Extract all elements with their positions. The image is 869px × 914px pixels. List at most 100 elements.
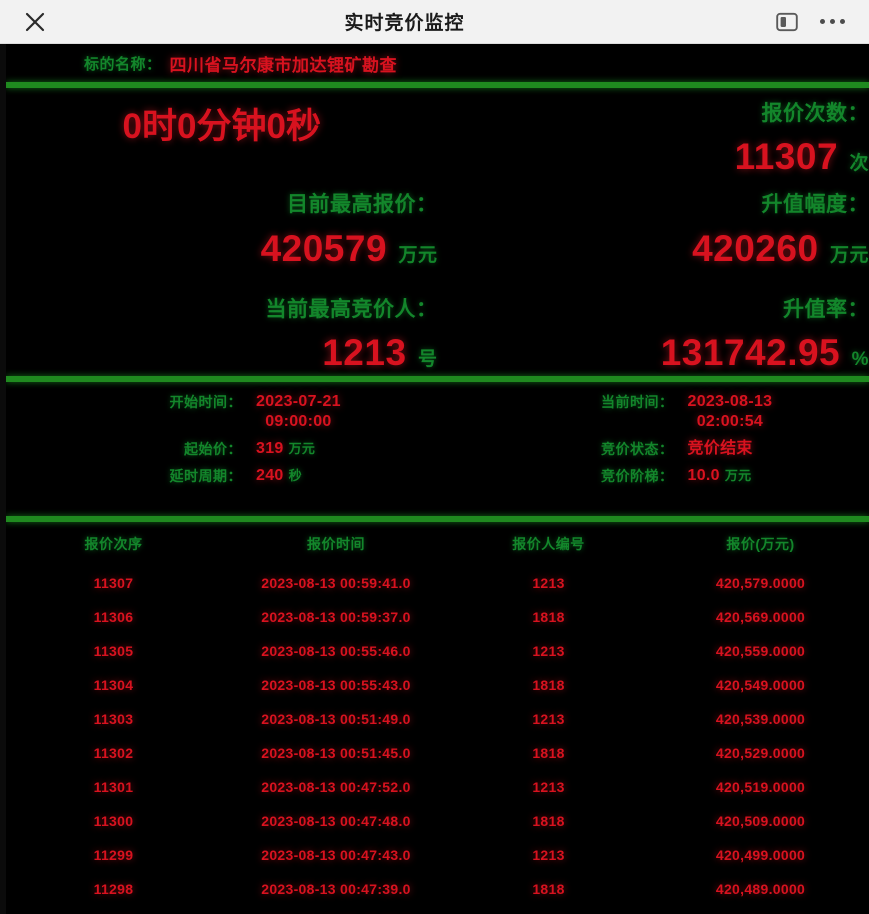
start-price-label: 起始价： [184,441,242,457]
kpi-column-left: 0时0分钟0秒 目前最高报价： 420579 万元 当前最高竞价人： 1213 … [6,88,438,376]
start-price-value: 319 [256,440,284,457]
dot [830,19,835,24]
multi-window-icon[interactable] [776,12,798,32]
divider-bottom [6,516,869,522]
highest-bid-value: 420579 [260,228,388,269]
highest-bidder-unit: 号 [417,349,438,370]
bid-time: 2023-08-13 00:47:48.0 [261,813,411,829]
current-time-clock: 02:00:54 [696,413,764,430]
bidder-id: 1213 [532,643,565,659]
highest-bidder-value: 1213 [322,332,407,373]
delay-cycle-value: 240 [256,467,284,484]
table-row[interactable]: 11305 2023-08-13 00:55:46.0 1213 420,559.00… [6,634,869,668]
bid-step-label: 竞价阶梯： [601,468,674,484]
divider-middle [6,376,869,382]
table-row[interactable]: 11304 2023-08-13 00:55:43.0 1818 420,549.00… [6,668,869,702]
delay-cycle-unit: 秒 [288,468,302,483]
current-time-label: 当前时间： [601,394,674,410]
bid-sequence: 11303 [93,711,134,727]
start-price-row: 起始价： 319 万元 [6,439,438,459]
highest-bidder-value-row: 1213 号 [6,332,460,374]
info-panel: 开始时间： 2023-07-21 09:00:00 起始价： 319 万元 延时周… [6,382,869,516]
highest-bid-unit: 万元 [398,245,438,266]
bid-count-value-row: 11307 次 [438,136,869,178]
bid-step-unit: 万元 [724,468,752,483]
bid-sequence: 11300 [93,813,134,829]
increase-value-row: 420260 万元 [438,228,869,270]
countdown-timer: 0时0分钟0秒 [122,107,321,146]
increase-rate-label: 升值率： [783,298,869,321]
bidder-id: 1818 [532,813,565,829]
bid-time: 2023-08-13 00:55:43.0 [261,677,411,693]
increase-label-row: 升值幅度： [438,188,869,218]
table-row[interactable]: 11303 2023-08-13 00:51:49.0 1213 420,539.00… [6,702,869,736]
table-row[interactable]: 11298 2023-08-13 00:47:39.0 1818 420,489.00… [6,872,869,906]
increase-rate-label-row: 升值率： [438,293,869,323]
close-button[interactable] [0,0,70,44]
subject-row: 标的名称： 四川省马尔康市加达锂矿勘查 [6,44,869,82]
bid-time: 2023-08-13 00:47:52.0 [261,779,411,795]
bid-count-label-row: 报价次数： [438,97,869,127]
bid-amount: 420,559.0000 [715,643,806,659]
table-row[interactable]: 11306 2023-08-13 00:59:37.0 1818 420,569.00… [6,600,869,634]
subject-label: 标的名称： [84,55,162,73]
bids-table-head: 报价次序 报价时间 报价人编号 报价(万元) [6,528,869,566]
table-row[interactable]: 11300 2023-08-13 00:47:48.0 1818 420,509.00… [6,804,869,838]
bid-amount: 420,569.0000 [715,609,806,625]
bid-amount: 420,529.0000 [715,745,806,761]
bids-table: 报价次序 报价时间 报价人编号 报价(万元) 11307 2023-08-13 0… [6,528,869,914]
col-header-time: 报价时间 [307,536,365,552]
table-header-row: 报价次序 报价时间 报价人编号 报价(万元) [6,528,869,566]
kpi-panel: 0时0分钟0秒 目前最高报价： 420579 万元 当前最高竞价人： 1213 … [6,88,869,376]
bid-sequence: 11297 [6,906,221,914]
bidder-id: 1818 [532,881,565,897]
bid-amount: 420,499.0000 [715,847,806,863]
bidder-id: 1213 [532,711,565,727]
bid-step-row: 竞价阶梯： 10.0 万元 [438,466,869,486]
delay-cycle-label: 延时周期： [169,468,242,484]
highest-bid-label: 目前最高报价： [287,193,438,216]
bid-time: 2023-08-13 00:47:33.0 [221,906,451,914]
bid-amount: 420,579.0000 [715,575,806,591]
table-row[interactable]: 11299 2023-08-13 00:47:43.0 1213 420,499.00… [6,838,869,872]
highest-bid-value-row: 420579 万元 [6,228,458,270]
start-time-value: 2023-07-21 09:00:00 [256,392,341,432]
table-row[interactable]: 112972023-08-13 00:47:33.01213420,479.00… [6,906,869,914]
bidder-id: 1213 [532,847,565,863]
start-price-value-wrap: 319 万元 [256,439,315,459]
highest-bidder-label-row: 当前最高竞价人： [6,293,628,323]
bid-time: 2023-08-13 00:51:45.0 [261,745,411,761]
kpi-column-right: 报价次数： 11307 次 升值幅度： 420260 万元 升值率： 13174 [438,88,869,376]
bidder-id: 1818 [532,677,565,693]
increase-label: 升值幅度： [761,193,869,216]
bid-sequence: 11301 [93,779,134,795]
bid-amount: 420,509.0000 [715,813,806,829]
increase-unit: 万元 [829,245,869,266]
bidder-id: 1818 [532,745,565,761]
bid-amount: 420,549.0000 [715,677,806,693]
auction-status-value: 竞价结束 [687,440,753,457]
table-row[interactable]: 11301 2023-08-13 00:47:52.0 1213 420,519.00… [6,770,869,804]
more-options-icon[interactable] [820,19,845,24]
bid-count-unit: 次 [849,153,869,174]
bidder-id: 1213 [451,906,646,914]
bids-table-body: 11307 2023-08-13 00:59:41.0 1213 420,579.00… [6,566,869,914]
divider-top [6,82,869,88]
table-row[interactable]: 11307 2023-08-13 00:59:41.0 1213 420,579.00… [6,566,869,600]
bid-sequence: 11307 [93,575,134,591]
auction-status-label: 竞价状态： [601,441,674,457]
close-icon [24,11,46,33]
bid-sequence: 11302 [93,745,134,761]
col-header-amount: 报价(万元) [726,536,795,552]
bid-time: 2023-08-13 00:47:43.0 [261,847,411,863]
dot [820,19,825,24]
bid-sequence: 11304 [93,677,134,693]
table-row[interactable]: 11302 2023-08-13 00:51:45.0 1818 420,529.00… [6,736,869,770]
bids-table-wrap: 报价次序 报价时间 报价人编号 报价(万元) 11307 2023-08-13 0… [6,522,869,914]
increase-value: 420260 [692,228,819,269]
bidder-id: 1213 [532,779,565,795]
info-column-left: 开始时间： 2023-07-21 09:00:00 起始价： 319 万元 延时周… [6,382,438,516]
bid-sequence: 11299 [93,847,134,863]
col-header-sequence: 报价次序 [84,536,143,552]
info-column-right: 当前时间： 2023-08-13 02:00:54 竞价状态： 竞价结束 竞价阶… [438,382,869,516]
